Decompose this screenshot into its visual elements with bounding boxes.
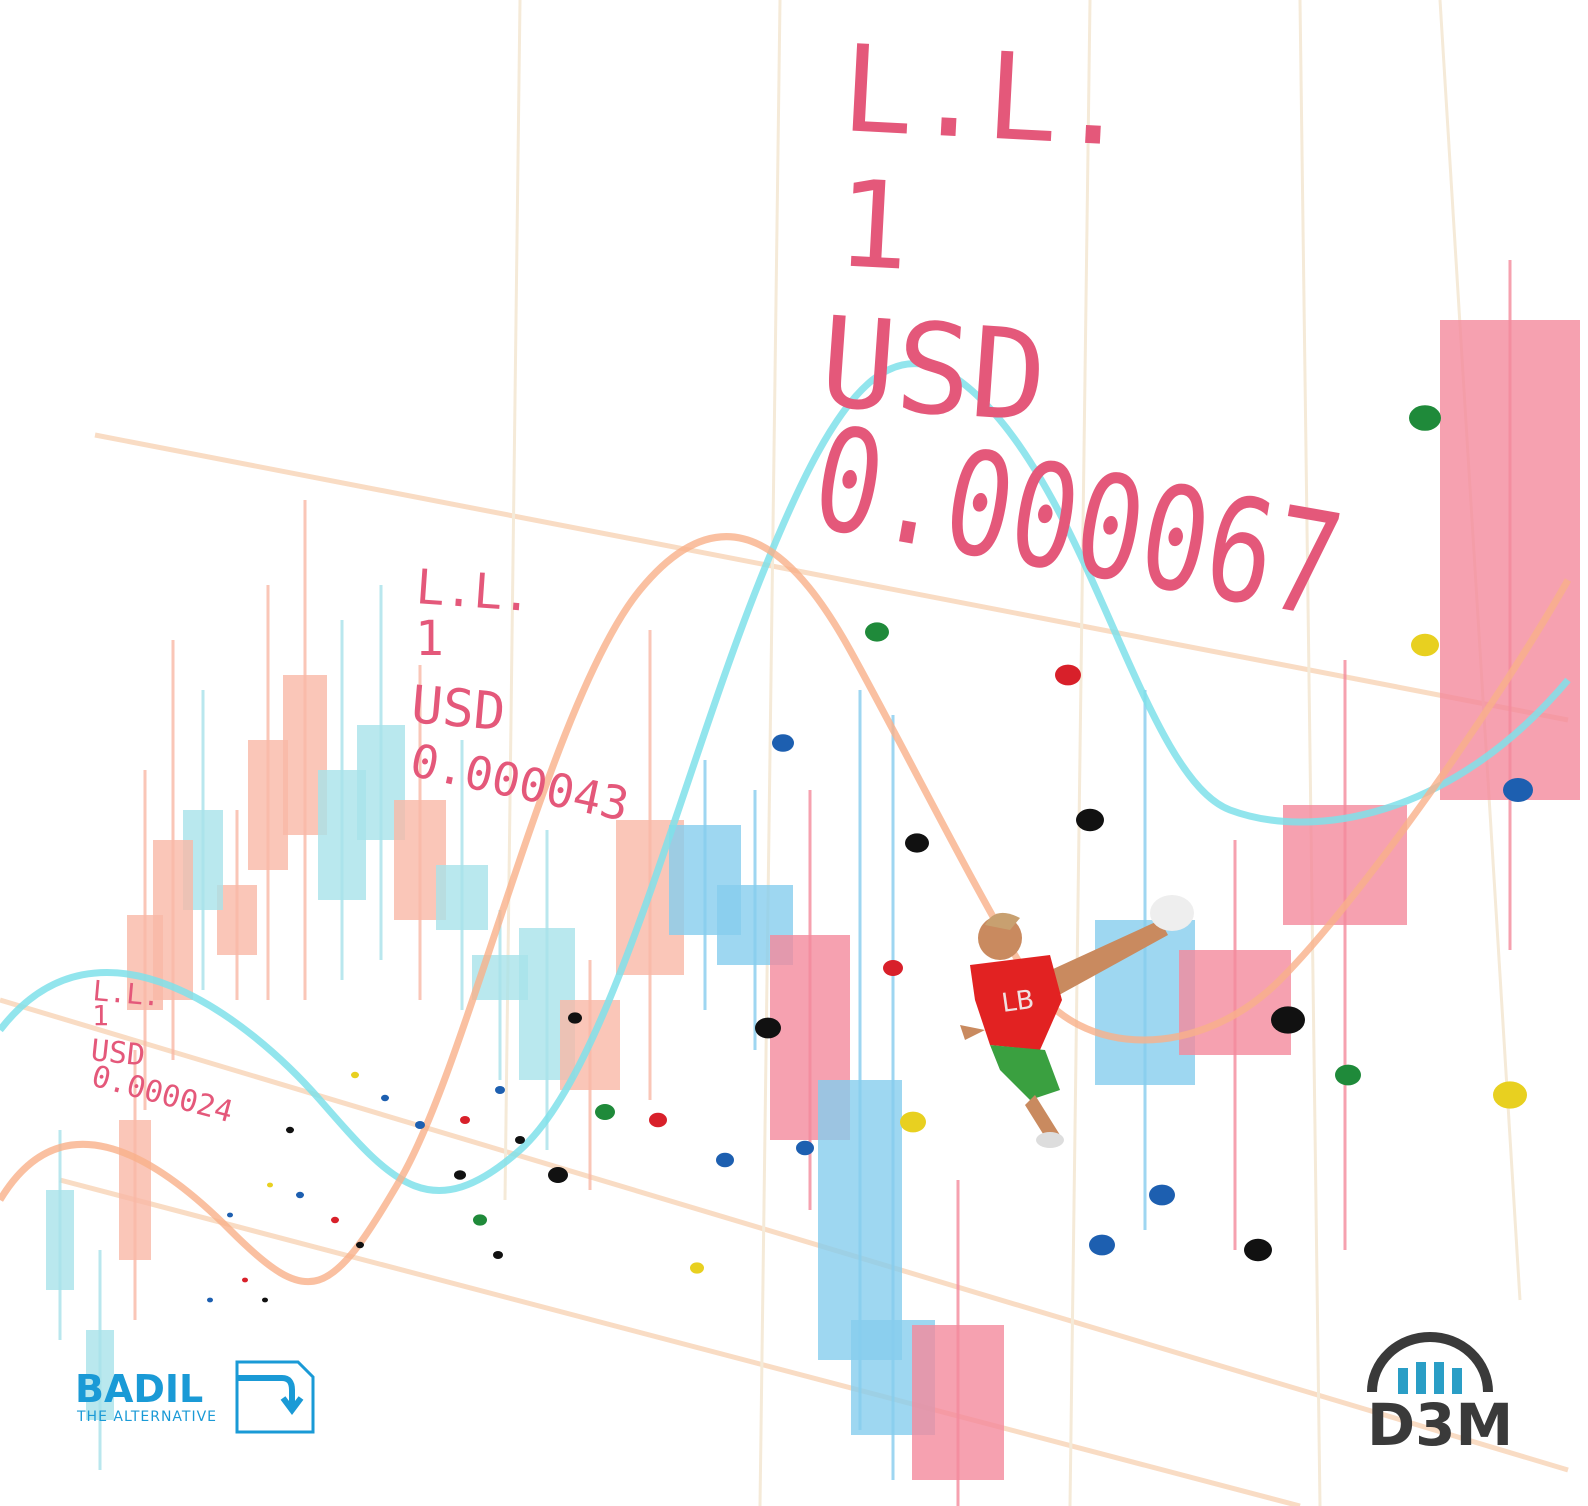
climbing-hold	[649, 1113, 667, 1127]
climbing-hold	[1244, 1239, 1272, 1261]
candle-body	[248, 740, 288, 870]
climbing-hold	[493, 1251, 503, 1259]
climbing-hold	[495, 1086, 505, 1094]
climbing-hold	[1089, 1235, 1115, 1256]
climbing-hold	[473, 1214, 487, 1225]
climbing-hold	[296, 1192, 304, 1198]
climbing-hold	[515, 1136, 525, 1144]
climbing-hold	[1503, 778, 1533, 802]
climbing-hold	[1411, 634, 1439, 656]
candle-body	[912, 1325, 1004, 1480]
climbing-hold	[381, 1095, 389, 1101]
page: L.L. 1 USD 0.000067 L.L. 1 USD 0.000043 …	[0, 0, 1588, 1506]
background	[0, 0, 1588, 1506]
shirt-text: LB	[1000, 985, 1036, 1019]
currency: USD	[409, 675, 508, 743]
candle-body	[1179, 950, 1291, 1055]
climbing-hold	[772, 734, 794, 752]
climbing-hold	[1076, 809, 1104, 831]
d3m-name: D3M	[1367, 1391, 1513, 1459]
amount: 1	[415, 611, 444, 667]
climbing-hold	[227, 1213, 233, 1218]
climbing-hold	[755, 1018, 781, 1039]
d3m-bar	[1416, 1362, 1426, 1394]
climbing-hold	[1149, 1185, 1175, 1206]
amount: 1	[833, 155, 912, 298]
candle-body	[119, 1120, 151, 1260]
climbing-hold	[460, 1116, 470, 1124]
climbing-hold	[548, 1167, 568, 1183]
candle-body	[818, 1080, 902, 1360]
climbing-hold	[796, 1141, 814, 1155]
climbing-hold	[415, 1121, 425, 1129]
shoe	[1036, 1132, 1064, 1148]
climbing-hold	[716, 1153, 734, 1167]
d3m-bar	[1434, 1362, 1444, 1394]
badil-name: BADIL	[75, 1367, 203, 1411]
climbing-hold	[331, 1217, 339, 1223]
poster: L.L. 1 USD 0.000067 L.L. 1 USD 0.000043 …	[0, 0, 1588, 1506]
climbing-hold	[883, 960, 903, 976]
badil-tagline: THE ALTERNATIVE	[76, 1409, 217, 1425]
climbing-hold	[1271, 1006, 1305, 1033]
unit: L.L.	[838, 20, 1134, 174]
climbing-hold	[900, 1112, 926, 1133]
climbing-hold	[905, 833, 929, 852]
candle-body	[436, 865, 488, 930]
climbing-hold	[1335, 1065, 1361, 1086]
climbing-hold	[595, 1104, 615, 1120]
climbing-hold	[242, 1278, 248, 1283]
candle-body	[1440, 320, 1580, 800]
climbing-hold	[286, 1127, 294, 1133]
climbing-hold	[865, 622, 889, 641]
amount: 1	[92, 999, 109, 1032]
climbing-hold	[262, 1298, 268, 1303]
climbing-hold	[351, 1072, 359, 1078]
climbing-hold	[568, 1012, 582, 1023]
climbing-hold	[690, 1262, 704, 1273]
hand	[1150, 895, 1194, 931]
climbing-hold	[1055, 665, 1081, 686]
climbing-hold	[267, 1183, 273, 1188]
climbing-hold	[1493, 1081, 1527, 1108]
climbing-hold	[207, 1298, 213, 1303]
climbing-hold	[1409, 405, 1441, 431]
candle-body	[46, 1190, 74, 1290]
climbing-hold	[356, 1242, 364, 1248]
climbing-hold	[454, 1170, 466, 1180]
